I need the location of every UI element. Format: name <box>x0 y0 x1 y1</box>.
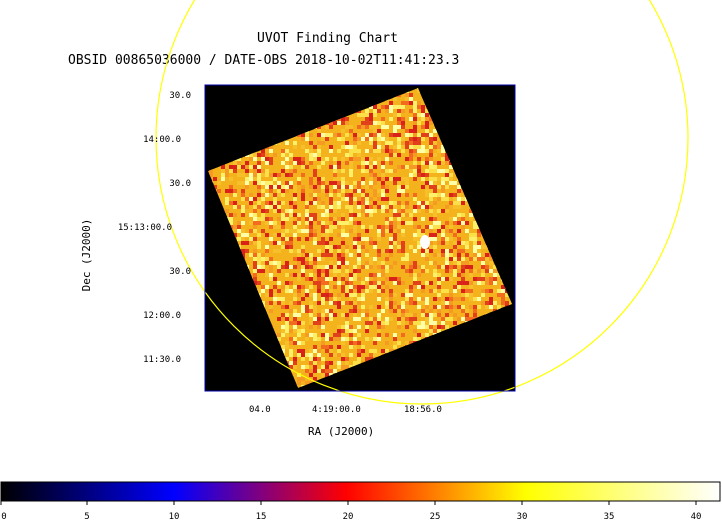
colorbar-tick-label: 20 <box>342 512 354 522</box>
colorbar-tick-marks <box>0 501 697 505</box>
x-axis-label: RA (J2000) <box>308 425 375 438</box>
colorbar-tick-label: 0 <box>1 512 7 522</box>
chart-title: UVOT Finding Chart <box>257 31 398 46</box>
colorbar-tick-label: 10 <box>168 512 180 522</box>
colorbar-tick-label: 15 <box>255 512 267 522</box>
y-tick-label: 15:13:00.0 <box>117 223 172 233</box>
y-tick-label: 12:00.0 <box>143 311 181 321</box>
y-tick-label: 30.0 <box>169 267 191 277</box>
colorbar-tick-label: 35 <box>603 512 615 522</box>
y-tick-label: 30.0 <box>169 179 191 189</box>
colorbar <box>0 481 721 502</box>
y-tick-label: 11:30.0 <box>143 355 181 365</box>
y-axis-label: Dec (J2000) <box>80 218 93 292</box>
x-tick-label: 4:19:00.0 <box>312 405 361 415</box>
x-tick-label: 18:56.0 <box>404 405 442 415</box>
y-tick-label: 30.0 <box>169 91 191 101</box>
colorbar-tick-label: 25 <box>429 512 441 522</box>
bright-source <box>420 235 430 249</box>
image-frame <box>204 84 516 392</box>
colorbar-tick-label: 5 <box>84 512 90 522</box>
y-tick-label: 14:00.0 <box>143 135 181 145</box>
colorbar-tick-label: 40 <box>690 512 702 522</box>
x-tick-label: 04.0 <box>249 405 271 415</box>
error-circle <box>155 0 689 405</box>
colorbar-tick-label: 30 <box>516 512 528 522</box>
